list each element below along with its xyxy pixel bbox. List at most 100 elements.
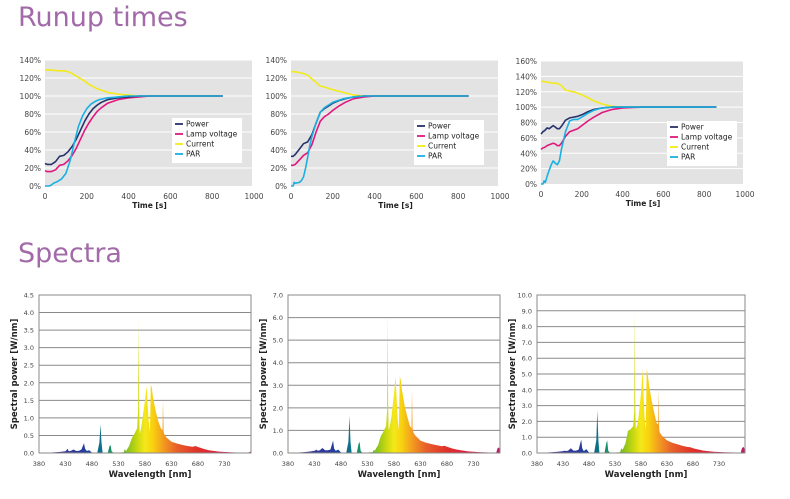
y-tick-label: 120% [516, 88, 537, 97]
x-tick-label: 1000 [244, 192, 263, 201]
x-tick-label: 0 [289, 192, 294, 201]
legend-label: Current [428, 142, 456, 151]
y-tick-label: 4.5 [24, 292, 34, 300]
y-tick-label: 0.0 [24, 450, 34, 458]
y-tick-label: 20% [270, 164, 287, 173]
x-axis-label: Time [s] [132, 201, 167, 210]
legend-box [667, 121, 737, 166]
y-tick-label: 1.0 [273, 427, 283, 435]
x-tick-label: 680 [441, 460, 453, 468]
y-tick-label: 7.0 [522, 339, 532, 347]
x-tick-label: 800 [697, 190, 712, 199]
x-tick-label: 200 [326, 192, 341, 201]
y-tick-label: 100% [516, 103, 537, 112]
x-tick-label: 480 [583, 460, 595, 468]
y-axis-label: Spectral power [W/nm] [10, 319, 20, 430]
y-tick-label: 4.0 [522, 386, 532, 394]
legend-label: PAR [681, 153, 695, 162]
x-tick-label: 380 [33, 460, 45, 468]
y-tick-label: 4.0 [24, 309, 34, 317]
runup-times-title: Runup times [18, 2, 188, 33]
y-tick-label: 1.5 [24, 397, 34, 405]
x-tick-label: 630 [661, 460, 673, 468]
y-tick-label: 8.0 [522, 323, 532, 331]
y-tick-label: 100% [266, 92, 287, 101]
x-tick-label: 530 [361, 460, 373, 468]
x-tick-label: 800 [205, 192, 220, 201]
x-axis-label: Wavelength [nm] [605, 470, 688, 480]
legend-box [414, 120, 484, 165]
x-tick-label: 530 [112, 460, 124, 468]
x-tick-label: 580 [635, 460, 647, 468]
x-tick-label: 580 [139, 460, 151, 468]
legend-label: Power [186, 120, 210, 129]
series-line-par [291, 95, 469, 187]
legend-label: Current [681, 143, 709, 152]
y-tick-label: 140% [516, 72, 537, 81]
y-tick-label: 100% [20, 92, 41, 101]
x-tick-label: 600 [163, 192, 178, 201]
y-tick-label: 5.0 [522, 371, 532, 379]
x-tick-label: 1000 [735, 190, 754, 199]
legend-label: Power [681, 123, 705, 132]
legend-label: Lamp voltage [681, 133, 733, 142]
y-tick-label: 2.5 [24, 362, 34, 370]
spectrum-area [537, 312, 745, 453]
x-tick-label: 730 [218, 460, 230, 468]
legend-label: PAR [186, 150, 200, 159]
y-tick-label: 7.0 [273, 292, 283, 300]
x-tick-label: 200 [80, 192, 95, 201]
y-tick-label: 80% [520, 119, 537, 128]
x-tick-label: 800 [451, 192, 466, 201]
y-tick-label: 0.0 [522, 450, 532, 458]
x-tick-label: 530 [609, 460, 621, 468]
legend-label: Current [186, 140, 214, 149]
y-tick-label: 2.0 [273, 404, 283, 412]
y-tick-label: 120% [266, 74, 287, 83]
y-tick-label: 6.0 [273, 314, 283, 322]
y-tick-label: 60% [270, 128, 287, 137]
x-tick-label: 400 [367, 192, 382, 201]
x-tick-label: 200 [575, 190, 590, 199]
y-tick-label: 0% [525, 180, 537, 189]
y-tick-label: 160% [516, 57, 537, 66]
x-tick-label: 730 [713, 460, 725, 468]
x-tick-label: 430 [557, 460, 569, 468]
plot-frame [38, 294, 252, 454]
y-tick-label: 0% [29, 182, 41, 191]
legend-label: Lamp voltage [186, 130, 238, 139]
y-tick-label: 5.0 [273, 337, 283, 345]
y-tick-label: 9.0 [522, 307, 532, 315]
series-line-par [45, 95, 223, 187]
x-tick-label: 0 [539, 190, 544, 199]
plot-frame [287, 294, 501, 454]
y-tick-label: 60% [520, 134, 537, 143]
y-tick-label: 140% [266, 56, 287, 65]
y-tick-label: 6.0 [522, 355, 532, 363]
spectrum-area [39, 319, 251, 453]
spectrum-area [288, 315, 500, 453]
y-tick-label: 2.0 [522, 418, 532, 426]
x-tick-label: 380 [282, 460, 294, 468]
y-tick-label: 0.0 [273, 450, 283, 458]
legend-label: PAR [428, 152, 442, 161]
x-axis-label: Time [s] [626, 199, 661, 208]
y-tick-label: 20% [24, 164, 41, 173]
y-tick-label: 1.0 [522, 434, 532, 442]
x-tick-label: 730 [467, 460, 479, 468]
x-tick-label: 600 [409, 192, 424, 201]
x-tick-label: 430 [308, 460, 320, 468]
x-tick-label: 580 [388, 460, 400, 468]
x-tick-label: 400 [615, 190, 630, 199]
x-tick-label: 480 [335, 460, 347, 468]
x-axis-label: Wavelength [nm] [109, 470, 192, 480]
x-tick-label: 400 [121, 192, 136, 201]
legend-label: Lamp voltage [428, 132, 480, 141]
y-tick-label: 40% [270, 146, 287, 155]
x-tick-label: 600 [656, 190, 671, 199]
y-tick-label: 10.0 [518, 292, 532, 300]
